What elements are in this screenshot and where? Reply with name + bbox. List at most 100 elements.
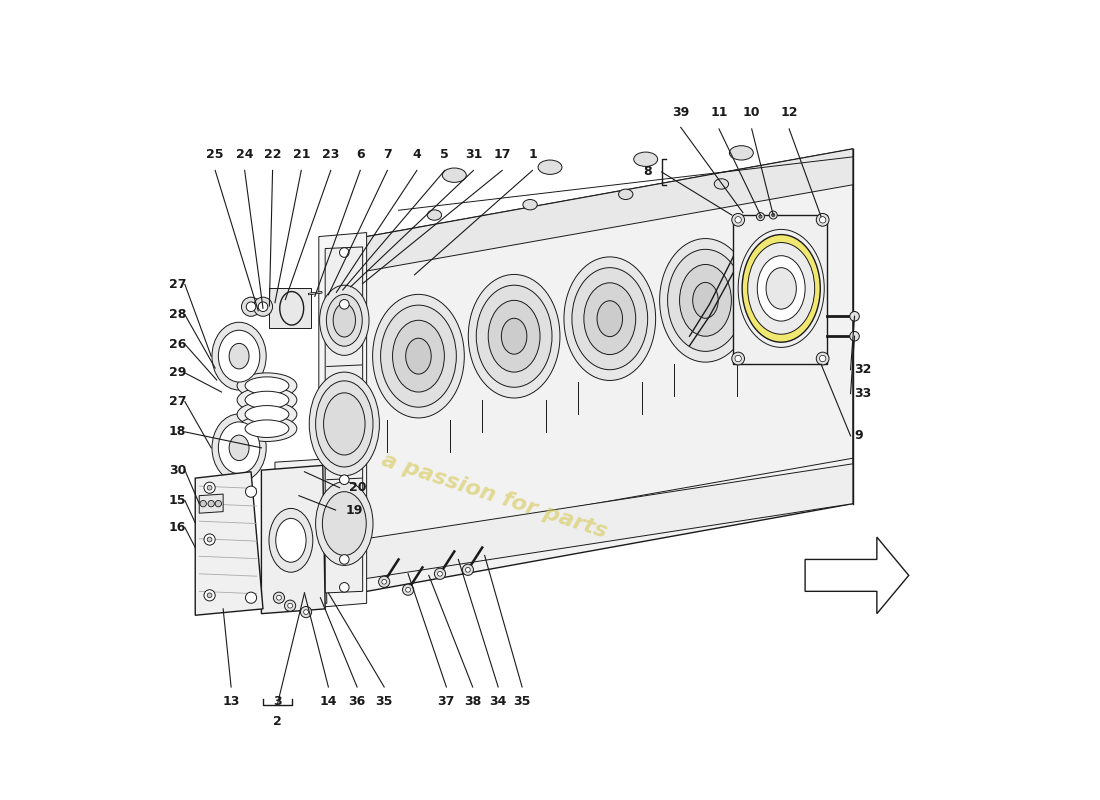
Circle shape: [285, 600, 296, 611]
Polygon shape: [322, 149, 852, 279]
Circle shape: [207, 537, 212, 542]
Circle shape: [732, 214, 745, 226]
Circle shape: [769, 211, 778, 219]
Ellipse shape: [245, 406, 289, 423]
Text: 13: 13: [222, 695, 240, 708]
Ellipse shape: [660, 238, 751, 362]
Ellipse shape: [729, 146, 754, 160]
Polygon shape: [199, 494, 223, 514]
Circle shape: [465, 567, 471, 572]
Circle shape: [735, 217, 741, 223]
Circle shape: [759, 215, 762, 218]
Circle shape: [771, 214, 774, 217]
Ellipse shape: [309, 372, 379, 476]
Text: 39: 39: [672, 106, 690, 119]
Text: 11: 11: [711, 106, 728, 119]
Text: 3: 3: [273, 695, 282, 708]
Polygon shape: [734, 215, 827, 364]
Text: 33: 33: [855, 387, 872, 400]
Polygon shape: [270, 288, 311, 328]
Circle shape: [816, 214, 829, 226]
Text: 10: 10: [742, 106, 760, 119]
Text: 15: 15: [169, 494, 186, 507]
Text: 19: 19: [345, 503, 363, 517]
Text: 29: 29: [169, 366, 186, 379]
Text: 23: 23: [322, 148, 340, 161]
Ellipse shape: [393, 320, 444, 392]
Text: 32: 32: [855, 363, 872, 376]
Ellipse shape: [229, 343, 249, 369]
Circle shape: [382, 579, 386, 584]
Ellipse shape: [229, 435, 249, 461]
Text: 14: 14: [320, 695, 337, 708]
Text: 12: 12: [780, 106, 798, 119]
Text: 36: 36: [349, 695, 365, 708]
Text: 31: 31: [465, 148, 482, 161]
Polygon shape: [319, 233, 366, 607]
Text: 25: 25: [207, 148, 224, 161]
Ellipse shape: [245, 420, 289, 438]
Text: 30: 30: [169, 464, 186, 477]
Circle shape: [242, 297, 261, 316]
Text: 17: 17: [494, 148, 510, 161]
Circle shape: [816, 352, 829, 365]
Ellipse shape: [488, 300, 540, 372]
Text: 16: 16: [169, 521, 186, 534]
Ellipse shape: [238, 373, 297, 398]
Ellipse shape: [572, 268, 648, 370]
Circle shape: [253, 297, 273, 316]
Ellipse shape: [469, 274, 560, 398]
Text: 34: 34: [490, 695, 507, 708]
Ellipse shape: [219, 422, 260, 474]
Polygon shape: [334, 464, 852, 583]
Text: 18: 18: [169, 426, 186, 438]
Ellipse shape: [333, 303, 355, 337]
Circle shape: [340, 248, 349, 258]
Polygon shape: [275, 459, 327, 606]
Ellipse shape: [522, 199, 537, 210]
Text: 9: 9: [855, 430, 864, 442]
Circle shape: [304, 610, 308, 614]
Ellipse shape: [238, 416, 297, 442]
Circle shape: [246, 302, 256, 311]
Ellipse shape: [476, 286, 552, 387]
Text: 8: 8: [644, 165, 652, 178]
Circle shape: [340, 582, 349, 592]
Ellipse shape: [427, 210, 441, 220]
Circle shape: [200, 501, 207, 507]
Circle shape: [216, 501, 221, 507]
Ellipse shape: [502, 318, 527, 354]
Ellipse shape: [680, 265, 732, 336]
Text: 35: 35: [375, 695, 393, 708]
Circle shape: [850, 311, 859, 321]
Circle shape: [735, 355, 741, 362]
Text: 35: 35: [514, 695, 531, 708]
Text: 20: 20: [349, 481, 366, 494]
Ellipse shape: [238, 402, 297, 427]
Circle shape: [340, 475, 349, 485]
Ellipse shape: [373, 294, 464, 418]
Circle shape: [204, 482, 216, 494]
Ellipse shape: [238, 387, 297, 413]
Ellipse shape: [276, 518, 306, 562]
Text: 27: 27: [169, 395, 186, 408]
Circle shape: [820, 355, 826, 362]
Ellipse shape: [327, 294, 362, 346]
Ellipse shape: [245, 391, 289, 409]
Circle shape: [204, 534, 216, 545]
Text: 26: 26: [169, 338, 186, 350]
Ellipse shape: [538, 160, 562, 174]
Ellipse shape: [219, 330, 260, 382]
Ellipse shape: [757, 256, 805, 321]
Polygon shape: [805, 537, 909, 614]
Ellipse shape: [597, 301, 623, 337]
Ellipse shape: [442, 168, 466, 182]
Ellipse shape: [245, 377, 289, 394]
Polygon shape: [322, 149, 852, 599]
Ellipse shape: [742, 234, 821, 342]
Ellipse shape: [406, 338, 431, 374]
Circle shape: [300, 606, 311, 618]
Text: 28: 28: [169, 308, 186, 321]
Circle shape: [732, 352, 745, 365]
Ellipse shape: [270, 509, 312, 572]
